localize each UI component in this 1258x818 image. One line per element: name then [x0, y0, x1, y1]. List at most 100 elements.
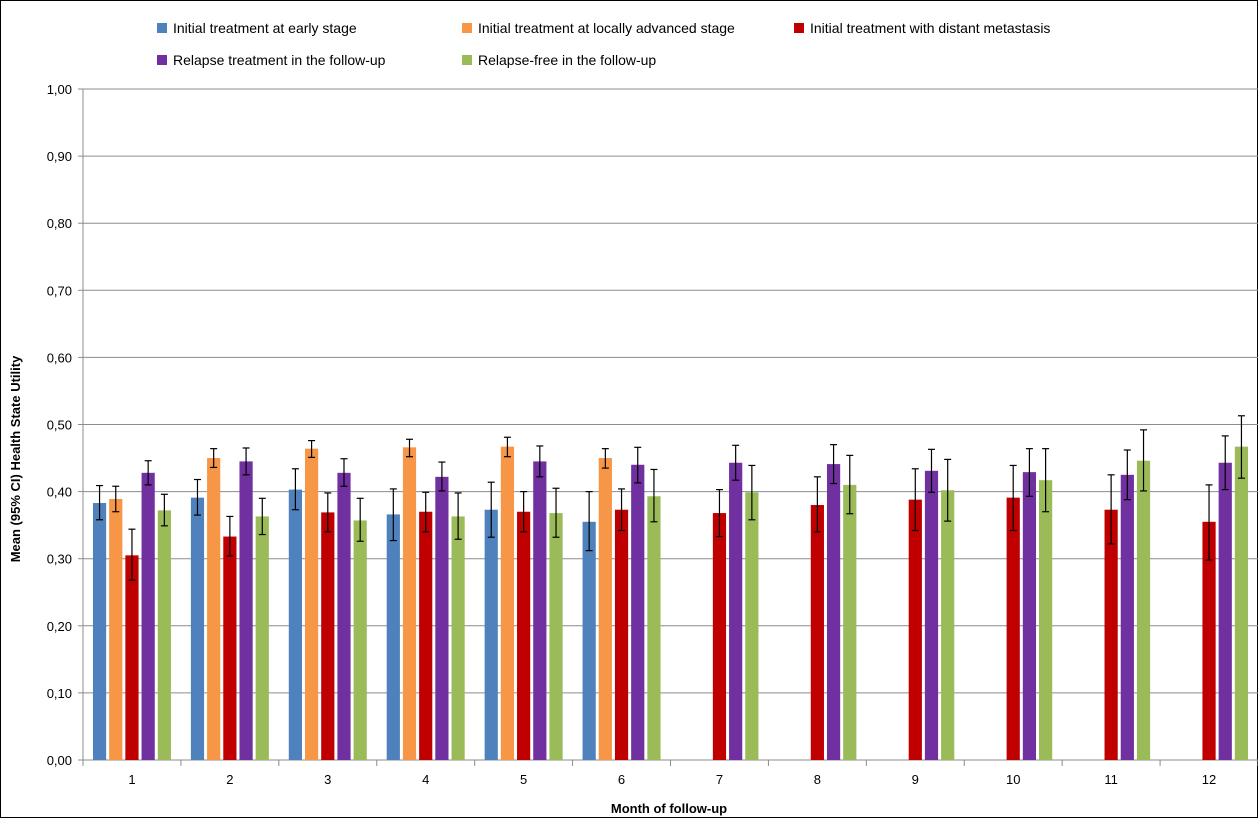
legend-swatch	[794, 23, 804, 33]
y-tick-label: 0,00	[47, 753, 72, 768]
bar	[239, 461, 253, 760]
error-bar	[308, 440, 316, 458]
bar	[321, 512, 335, 760]
x-tick-label: 4	[422, 772, 429, 787]
error-bar	[160, 493, 168, 527]
bar	[549, 513, 563, 760]
bar	[826, 464, 841, 760]
error-bar	[340, 458, 348, 487]
bar	[614, 509, 629, 760]
error-bar	[813, 476, 821, 533]
bar	[435, 476, 449, 760]
y-axis: 0,00 0,10 0,20 0,30 0,40 0,50 0,60 0,70 0,80 0,90…	[47, 82, 84, 768]
bar	[647, 496, 661, 760]
legend-swatch	[157, 23, 167, 33]
error-bar	[422, 491, 430, 533]
error-bar	[911, 468, 919, 532]
bar	[941, 490, 955, 760]
error-bar	[128, 528, 136, 581]
bar	[1120, 474, 1134, 760]
error-bar	[1123, 449, 1131, 501]
error-bar	[650, 468, 658, 523]
error-bar	[438, 461, 446, 492]
bar	[517, 511, 531, 760]
error-bar	[536, 445, 544, 478]
bar	[207, 458, 221, 760]
error-bar	[406, 438, 414, 458]
error-bar	[356, 497, 364, 542]
bar	[353, 520, 367, 760]
error-bar	[1140, 429, 1148, 492]
bar	[1022, 472, 1037, 760]
legend-entry: Relapse-free in the follow-up	[462, 52, 656, 68]
error-bar	[487, 481, 495, 538]
error-bar	[1009, 464, 1017, 532]
legend-label: Relapse treatment in the follow-up	[173, 52, 386, 68]
x-tick-label: 12	[1202, 772, 1216, 787]
error-bars	[96, 415, 1245, 581]
legend-label: Initial treatment with distant metastasi…	[810, 20, 1050, 36]
x-tick-label: 9	[912, 772, 919, 787]
legend-swatch	[462, 55, 472, 65]
error-bar	[226, 515, 234, 557]
error-bar	[944, 458, 952, 522]
error-bar	[732, 444, 740, 481]
error-bar	[96, 484, 104, 521]
error-bar	[552, 487, 560, 538]
x-tick-label: 3	[324, 772, 331, 787]
y-tick-label: 1,00	[47, 82, 72, 97]
bar	[190, 497, 205, 760]
bar	[1104, 509, 1118, 760]
legend-label: Initial treatment at locally advanced st…	[478, 20, 735, 36]
x-tick-label: 6	[618, 772, 625, 787]
bar	[810, 505, 824, 760]
error-bar	[601, 448, 609, 469]
y-tick-label: 0,10	[47, 686, 72, 701]
bar	[386, 514, 400, 760]
bar	[631, 464, 645, 760]
bar	[288, 489, 302, 760]
bar	[92, 503, 107, 760]
error-bar	[503, 436, 511, 458]
legend-entry: Initial treatment at locally advanced st…	[462, 20, 735, 36]
bar	[157, 510, 171, 760]
legend: Initial treatment at early stage Initial …	[157, 20, 1050, 68]
error-bar	[846, 454, 854, 515]
error-bar	[1205, 484, 1213, 561]
gridlines	[83, 88, 1258, 694]
error-bar	[291, 468, 299, 511]
x-tick-label: 8	[814, 772, 821, 787]
error-bar	[1221, 435, 1229, 491]
bar	[304, 448, 319, 760]
x-tick-label: 1	[128, 772, 135, 787]
bar	[1218, 462, 1232, 760]
legend-swatch	[157, 55, 167, 65]
error-bar	[210, 448, 218, 469]
bar	[712, 513, 727, 760]
error-bar	[1237, 415, 1245, 479]
y-tick-label: 0,70	[47, 283, 72, 298]
error-bar	[258, 497, 266, 536]
error-bar	[830, 444, 838, 485]
bars	[92, 446, 1249, 760]
bar	[109, 498, 123, 760]
y-tick-label: 0,80	[47, 216, 72, 231]
bar	[402, 447, 417, 760]
x-tick-label: 2	[226, 772, 233, 787]
bar	[1006, 497, 1020, 760]
error-bar	[634, 446, 642, 484]
bar	[598, 458, 612, 760]
bar	[223, 536, 237, 760]
y-tick-label: 0,30	[47, 552, 72, 567]
error-bar	[389, 488, 397, 542]
y-tick-label: 0,90	[47, 149, 72, 164]
error-bar	[585, 491, 593, 552]
bar	[1136, 460, 1151, 760]
error-bar	[618, 488, 626, 532]
x-tick-label: 11	[1104, 772, 1118, 787]
bar	[729, 462, 743, 760]
x-tick-label: 7	[716, 772, 723, 787]
error-bar	[242, 447, 250, 476]
error-bar	[1042, 448, 1050, 513]
